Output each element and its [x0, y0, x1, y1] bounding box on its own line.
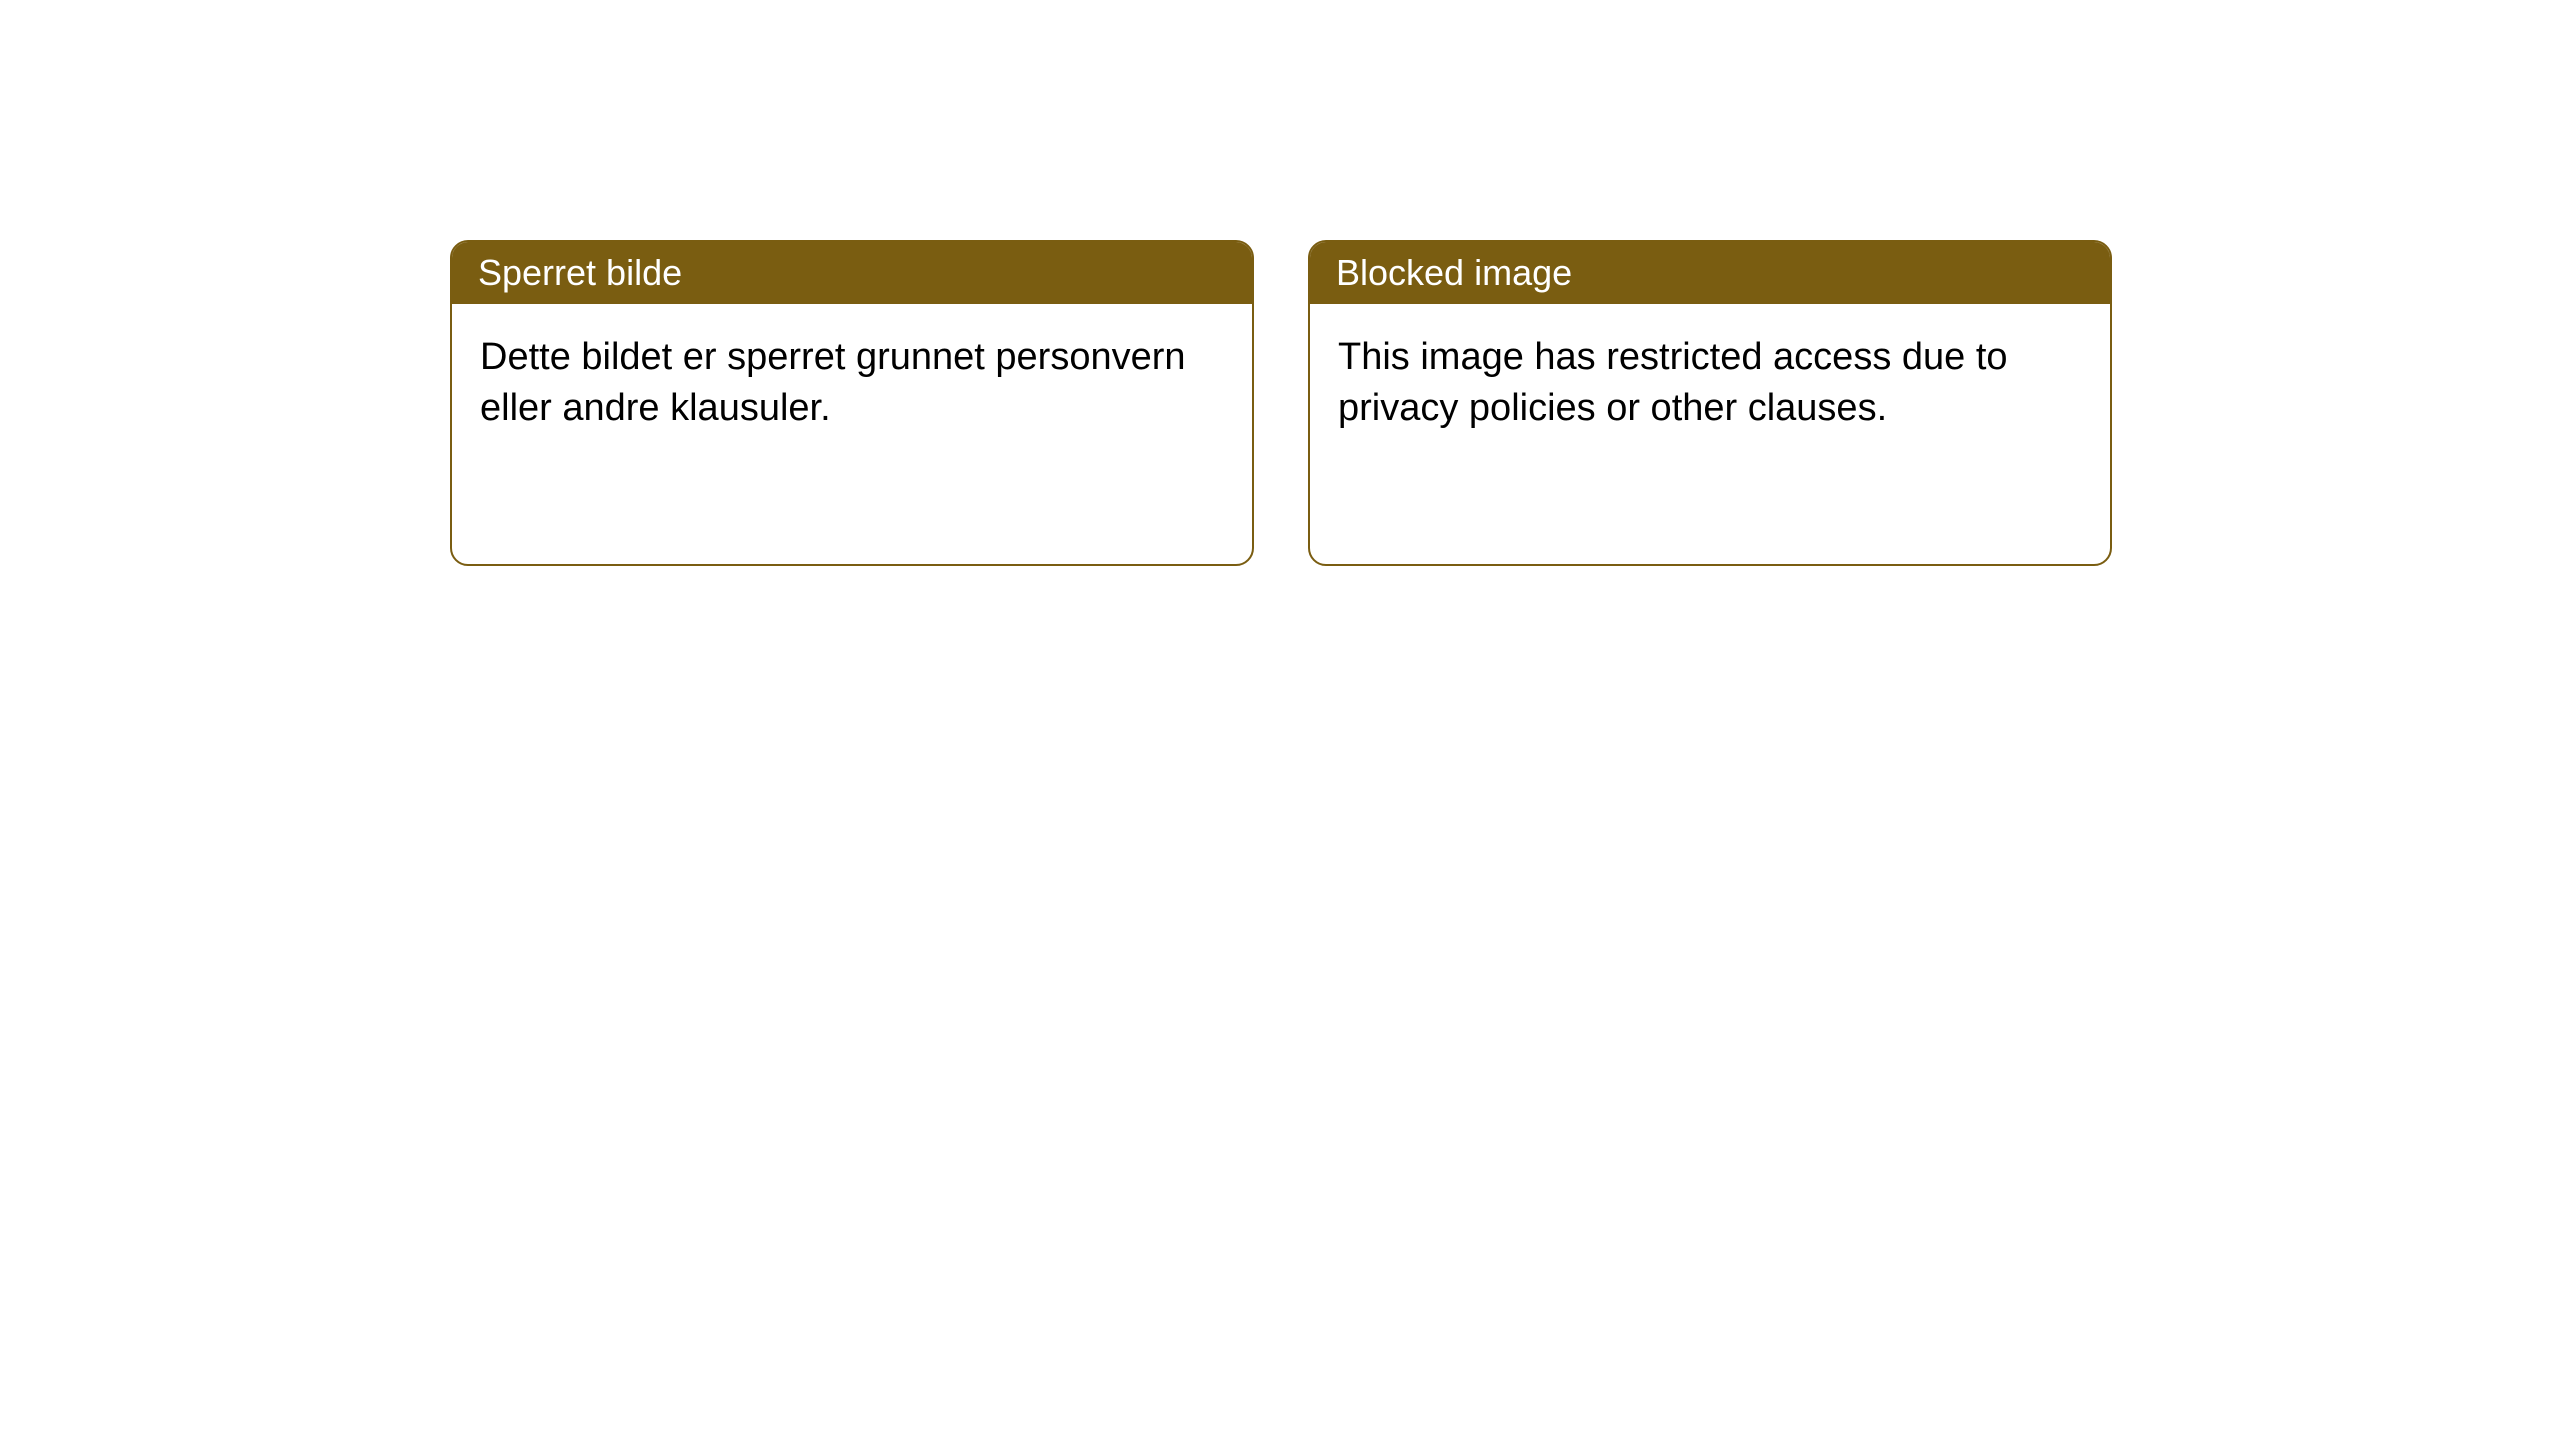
- notice-box-english: Blocked image This image has restricted …: [1308, 240, 2112, 566]
- notice-body-english: This image has restricted access due to …: [1310, 304, 2110, 564]
- notice-text: This image has restricted access due to …: [1338, 336, 2008, 429]
- notice-title: Blocked image: [1336, 252, 1572, 293]
- notice-container: Sperret bilde Dette bildet er sperret gr…: [0, 0, 2560, 566]
- notice-header-norwegian: Sperret bilde: [452, 242, 1252, 304]
- notice-box-norwegian: Sperret bilde Dette bildet er sperret gr…: [450, 240, 1254, 566]
- notice-header-english: Blocked image: [1310, 242, 2110, 304]
- notice-body-norwegian: Dette bildet er sperret grunnet personve…: [452, 304, 1252, 564]
- notice-title: Sperret bilde: [478, 252, 682, 293]
- notice-text: Dette bildet er sperret grunnet personve…: [480, 336, 1186, 429]
